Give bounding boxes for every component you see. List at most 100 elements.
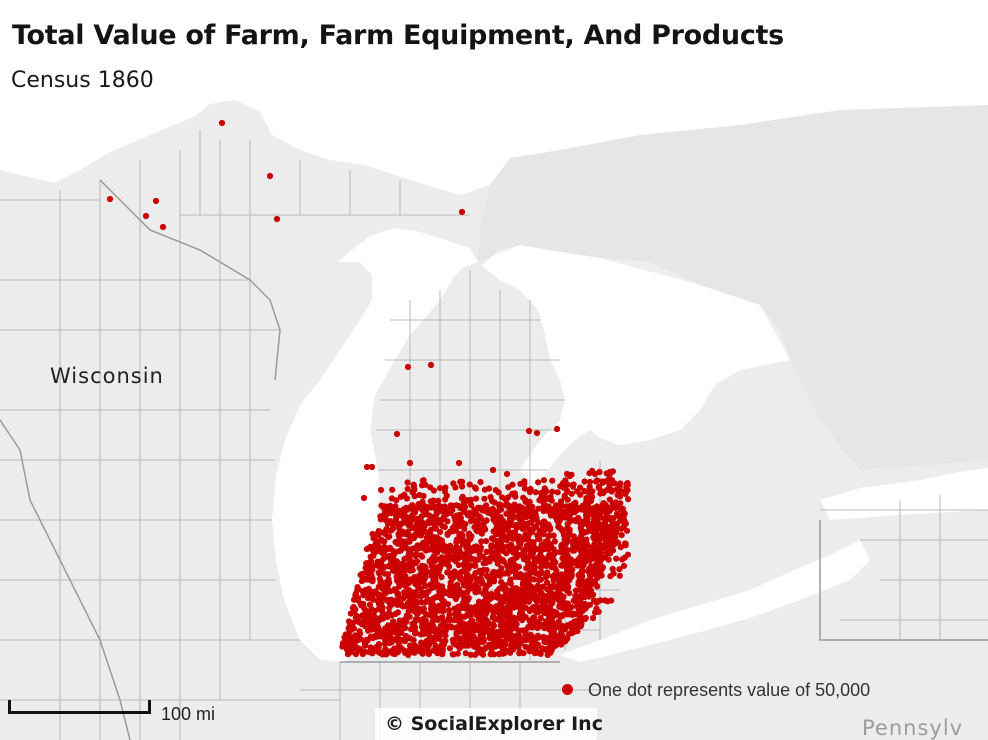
value-dot	[520, 508, 527, 515]
value-dot	[600, 490, 607, 497]
value-dot	[492, 519, 499, 526]
value-dot	[517, 536, 524, 543]
value-dot	[525, 582, 532, 589]
value-dot	[378, 600, 385, 607]
value-dot	[591, 540, 598, 548]
value-dot	[413, 550, 420, 558]
value-dot	[486, 641, 493, 648]
value-dot	[562, 514, 569, 521]
value-dot	[554, 489, 561, 496]
value-dot	[374, 618, 381, 626]
value-dot	[525, 598, 533, 605]
value-dot	[371, 623, 378, 631]
value-dot	[478, 616, 485, 623]
value-dot	[475, 598, 483, 605]
value-dot	[500, 648, 507, 655]
value-dot	[563, 569, 570, 576]
value-dot	[449, 651, 456, 658]
value-dot	[525, 586, 532, 593]
value-dot	[430, 595, 437, 602]
value-dot	[360, 494, 368, 502]
value-dot	[535, 570, 542, 578]
value-dot	[496, 501, 503, 508]
value-dot	[580, 567, 587, 575]
value-dot	[511, 643, 518, 650]
value-dot	[607, 515, 614, 522]
value-dot	[395, 648, 402, 656]
value-dot	[565, 505, 572, 512]
value-dot	[432, 525, 439, 532]
value-dot	[462, 650, 469, 657]
value-dot	[434, 629, 441, 636]
value-dot	[585, 520, 592, 527]
value-dot	[472, 603, 479, 610]
value-dot	[530, 545, 537, 552]
value-dot	[431, 558, 438, 565]
value-dot	[439, 516, 446, 523]
value-dot	[582, 614, 589, 622]
value-dot	[384, 520, 392, 528]
value-dot	[461, 565, 468, 572]
value-dot	[430, 584, 437, 591]
value-dot	[563, 606, 570, 613]
value-dot	[394, 570, 401, 577]
value-dot	[568, 490, 575, 497]
value-dot	[419, 650, 426, 657]
value-dot	[455, 627, 462, 634]
value-dot	[431, 514, 438, 521]
value-dot	[446, 645, 453, 652]
value-dot	[412, 560, 419, 567]
value-dot	[515, 543, 522, 550]
value-dot	[466, 481, 473, 488]
value-dot	[622, 520, 629, 527]
value-dot	[356, 628, 363, 635]
value-dot	[534, 632, 542, 639]
value-dot	[422, 574, 429, 581]
value-dot	[440, 638, 447, 645]
value-dot	[411, 623, 418, 631]
value-dot	[484, 582, 491, 589]
value-dot	[423, 534, 430, 541]
value-dot	[552, 514, 559, 521]
value-dot	[498, 641, 505, 648]
value-dot	[442, 508, 449, 515]
value-dot	[555, 632, 562, 640]
value-dot	[379, 513, 386, 520]
value-dot	[504, 521, 511, 528]
value-dot	[596, 521, 604, 528]
value-dot	[455, 561, 462, 569]
value-dot	[350, 639, 357, 646]
value-dot	[559, 562, 566, 569]
value-dot	[469, 629, 476, 636]
value-dot	[431, 564, 438, 571]
value-dot	[623, 527, 631, 534]
value-dot	[473, 517, 480, 525]
value-dot	[620, 562, 628, 570]
value-dot	[427, 484, 434, 491]
value-dot	[618, 525, 625, 532]
value-dot	[510, 546, 517, 553]
value-dot	[459, 478, 466, 485]
value-dot	[468, 511, 476, 518]
value-dot	[152, 197, 160, 205]
value-dot	[451, 568, 458, 575]
value-dot	[395, 548, 402, 555]
value-dot	[553, 425, 561, 433]
value-dot	[266, 172, 274, 180]
value-dot	[440, 630, 447, 638]
value-dot	[535, 505, 542, 512]
value-dot	[440, 608, 447, 615]
value-dot	[439, 643, 446, 650]
value-dot	[521, 478, 528, 485]
value-dot	[368, 545, 375, 552]
value-dot	[401, 491, 408, 498]
value-dot	[444, 569, 451, 576]
value-dot	[369, 566, 376, 573]
value-dot	[415, 501, 422, 508]
value-dot	[522, 643, 529, 650]
value-dot	[472, 644, 479, 651]
credit-badge[interactable]: © SocialExplorer Inc	[375, 708, 603, 740]
value-dot	[367, 559, 374, 566]
value-dot	[478, 568, 485, 575]
